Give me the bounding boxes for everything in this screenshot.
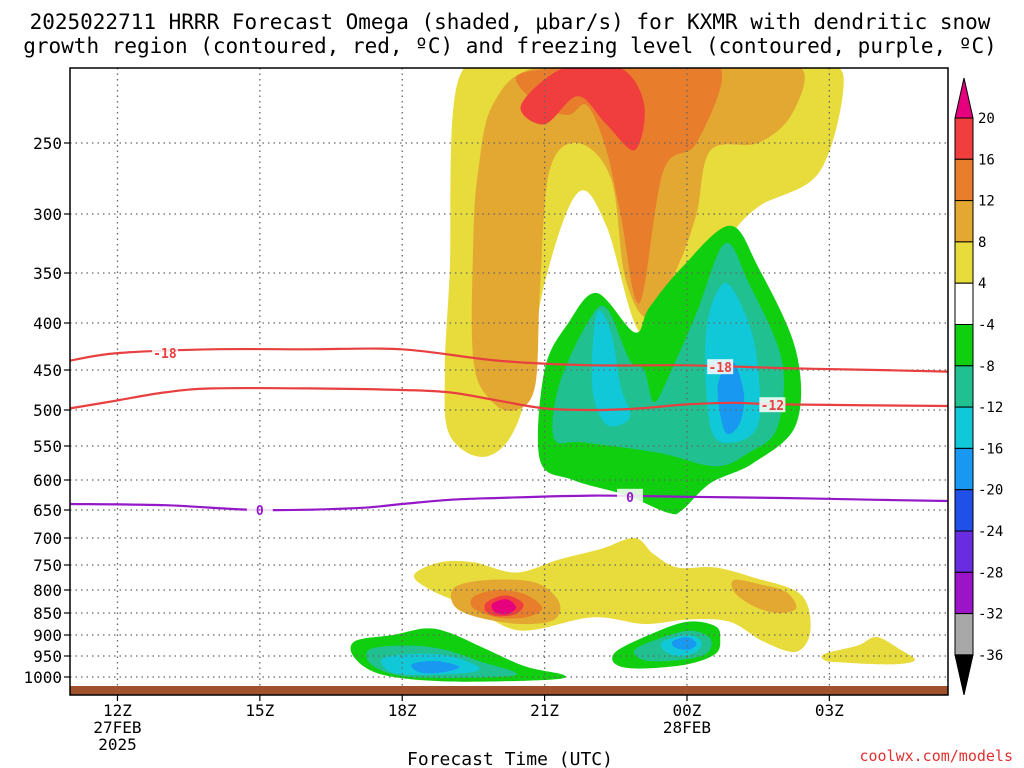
colorbar-label-7: -12 bbox=[978, 400, 1003, 416]
colorbar-label-9: -20 bbox=[978, 483, 1003, 499]
colorbar-label-2: 12 bbox=[978, 194, 995, 210]
colorbar-segment-8 bbox=[954, 406, 974, 449]
colorbar-segment-10 bbox=[954, 489, 974, 532]
omega-region-24 bbox=[671, 637, 697, 650]
y-tick-label-2: 350 bbox=[33, 264, 62, 283]
colorbar-segment-13 bbox=[954, 613, 974, 656]
chart-title-line-1: 2025022711 HRRR Forecast Omega (shaded, … bbox=[30, 10, 991, 34]
colorbar-segment-12 bbox=[954, 571, 974, 615]
colorbar-label-3: 8 bbox=[978, 235, 986, 251]
colorbar-arrow-bottom bbox=[954, 654, 974, 696]
colorbar-segment-4 bbox=[954, 241, 974, 284]
y-tick-label-13: 900 bbox=[33, 626, 62, 645]
colorbar-label-0: 20 bbox=[978, 111, 995, 127]
temperature-contours: -18 -18 -12 0 0 bbox=[70, 345, 948, 519]
omega-region-15 bbox=[491, 599, 517, 615]
ground-layer bbox=[70, 686, 948, 695]
y-tick-label-12: 850 bbox=[33, 604, 62, 623]
contour-line-2 bbox=[70, 386, 948, 412]
y-tick-label-14: 950 bbox=[33, 647, 62, 666]
y-tick-label-10: 750 bbox=[33, 556, 62, 575]
contour-label-bg-1 bbox=[707, 359, 734, 375]
y-tick-label-5: 500 bbox=[33, 401, 62, 420]
omega-region-3 bbox=[520, 68, 645, 151]
chart-title-line-2: growth region (contoured, red, ºC) and f… bbox=[23, 34, 997, 58]
colorbar-segment-9 bbox=[954, 447, 974, 491]
contour-label-bg-3 bbox=[246, 502, 273, 517]
y-tick-label-9: 700 bbox=[33, 529, 62, 548]
contour-label-bg-2 bbox=[759, 397, 786, 413]
colorbar-label-5: -4 bbox=[978, 318, 995, 334]
x-tick-label-0-2: 2025 bbox=[98, 735, 137, 754]
credit-text: coolwx.com/models bbox=[859, 747, 1013, 765]
x-tick-label-1-0: 15Z bbox=[245, 701, 274, 720]
y-tick-label-3: 400 bbox=[33, 314, 62, 333]
contour-line-3 bbox=[70, 494, 948, 512]
y-tick-label-8: 650 bbox=[33, 501, 62, 520]
contour-label-bg-4 bbox=[617, 488, 644, 504]
y-axis: 250 300 350 400 450 500 550 600 650 700 750 800 850 9… bbox=[23, 134, 70, 687]
contour-label-0: -18 bbox=[153, 347, 177, 362]
colorbar-segment-7 bbox=[954, 365, 974, 408]
contour-label-bg-0 bbox=[151, 345, 178, 361]
x-tick-label-0-1: 27FEB bbox=[93, 718, 141, 737]
contour-line-0 bbox=[70, 347, 948, 373]
colorbar: 20 16 12 8 4 -4 -8 -12 -16 -20 -24 -28 -32 -36 bbox=[954, 77, 1003, 696]
y-tick-label-4: 450 bbox=[33, 361, 62, 380]
omega-region-16 bbox=[821, 637, 915, 665]
x-tick-label-2-0: 18Z bbox=[388, 701, 417, 720]
colorbar-label-6: -8 bbox=[978, 359, 995, 375]
ground-fill bbox=[70, 686, 948, 695]
contour-label-3: 0 bbox=[256, 504, 264, 519]
y-tick-label-11: 800 bbox=[33, 581, 62, 600]
colorbar-arrow-top bbox=[954, 77, 974, 119]
colorbar-label-1: 16 bbox=[978, 152, 995, 168]
omega-shading bbox=[350, 68, 915, 682]
x-axis-title: Forecast Time (UTC) bbox=[407, 749, 613, 768]
y-tick-label-6: 550 bbox=[33, 437, 62, 456]
colorbar-label-8: -16 bbox=[978, 441, 1003, 457]
colorbar-segment-11 bbox=[954, 530, 974, 573]
omega-region-2 bbox=[515, 68, 722, 304]
colorbar-segment-2 bbox=[954, 158, 974, 202]
colorbar-label-12: -32 bbox=[978, 607, 1003, 623]
omega-region-4 bbox=[480, 292, 512, 403]
x-tick-label-3-0: 21Z bbox=[530, 701, 559, 720]
x-tick-label-4-1: 28FEB bbox=[663, 718, 711, 737]
omega-region-7 bbox=[591, 310, 631, 427]
x-tick-label-0-0: 12Z bbox=[103, 701, 132, 720]
colorbar-label-4: 4 bbox=[978, 276, 986, 292]
x-tick-label-4-0: 00Z bbox=[673, 701, 702, 720]
omega-region-9 bbox=[717, 360, 745, 435]
contour-label-2: -12 bbox=[761, 399, 784, 414]
y-tick-label-15: 1000 bbox=[23, 668, 62, 687]
y-tick-label-0: 250 bbox=[33, 134, 62, 153]
colorbar-segment-6 bbox=[954, 324, 974, 367]
contour-label-1: -18 bbox=[708, 361, 732, 376]
x-tick-label-5-0: 03Z bbox=[815, 701, 844, 720]
contour-label-4: 0 bbox=[626, 491, 634, 506]
colorbar-label-11: -28 bbox=[978, 565, 1003, 581]
colorbar-segment-1 bbox=[954, 117, 974, 160]
colorbar-label-10: -24 bbox=[978, 524, 1003, 540]
plot-frame bbox=[69, 67, 949, 696]
colorbar-segment-5 bbox=[954, 282, 974, 326]
colorbar-label-13: -36 bbox=[978, 648, 1003, 664]
grid bbox=[70, 68, 948, 695]
omega-region-20 bbox=[411, 660, 460, 674]
y-tick-label-7: 600 bbox=[33, 471, 62, 490]
colorbar-segment-3 bbox=[954, 200, 974, 243]
omega-region-10 bbox=[413, 537, 811, 653]
omega-region-12 bbox=[731, 579, 797, 614]
y-tick-label-1: 300 bbox=[33, 205, 62, 224]
